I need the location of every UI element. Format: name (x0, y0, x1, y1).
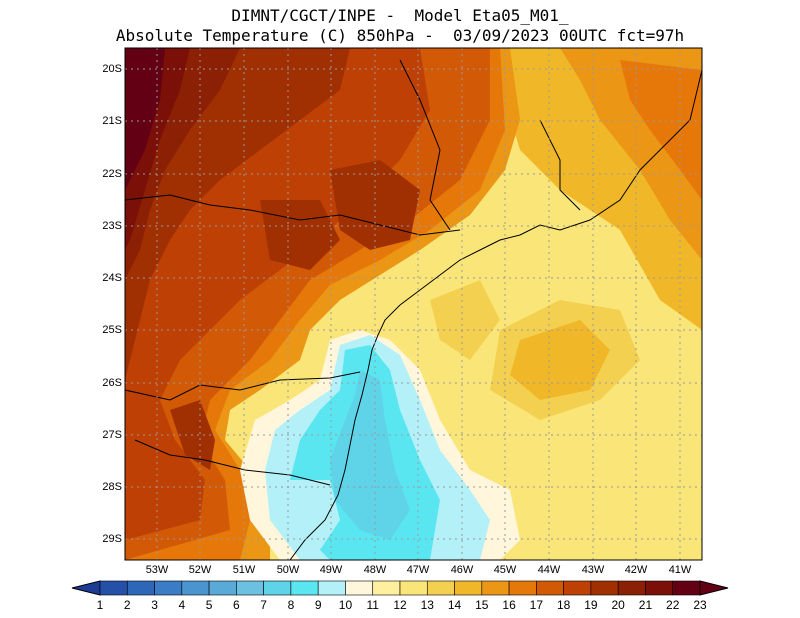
colorbar-tick-label: 7 (260, 598, 267, 612)
colorbar-tick-label: 16 (502, 598, 516, 612)
lon-label: 48W (363, 564, 387, 576)
colorbar-swatch (590, 580, 619, 596)
colorbar-tick-label: 23 (693, 598, 707, 612)
colorbar-swatch (481, 580, 510, 596)
colorbar-tick-label: 3 (151, 598, 158, 612)
map-title-line-2: Absolute Temperature (C) 850hPa - 03/09/… (115, 26, 685, 45)
lon-label: 45W (493, 564, 517, 576)
lon-label: 50W (276, 564, 300, 576)
colorbar-swatch (317, 580, 346, 596)
colorbar-swatch (672, 580, 701, 596)
temperature-field (125, 48, 702, 560)
colorbar-swatch (372, 580, 401, 596)
colorbar-swatch (99, 580, 128, 596)
colorbar-tick-label: 21 (638, 598, 653, 612)
lat-label: 22S (102, 168, 122, 180)
lat-label: 23S (102, 220, 122, 232)
lat-label: 27S (102, 429, 122, 441)
colorbar-tick-label: 5 (205, 598, 213, 612)
colorbar-swatch (399, 580, 428, 596)
lat-label: 24S (102, 272, 122, 284)
colorbar-tick-label: 4 (178, 598, 186, 612)
lat-label: 20S (102, 63, 122, 75)
lon-label: 44W (537, 564, 561, 576)
colorbar-tick-label: 13 (420, 598, 434, 612)
colorbar-tick-label: 17 (529, 598, 544, 612)
colorbar-tick-label: 12 (393, 598, 407, 612)
colorbar-tick-label: 19 (584, 598, 598, 612)
lat-label: 29S (102, 533, 122, 545)
colorbar-swatch (563, 580, 592, 596)
lat-label: 26S (102, 377, 122, 389)
lon-label: 51W (232, 564, 256, 576)
colorbar-tick-label: 2 (123, 598, 131, 612)
colorbar-tick-label: 22 (666, 598, 680, 612)
colorbar-swatch (181, 580, 210, 596)
colorbar-tick-label: 11 (366, 598, 379, 612)
coastline-borders (125, 59, 702, 560)
colorbar-tick-label: 10 (338, 598, 353, 612)
lat-label: 25S (102, 324, 122, 336)
colorbar-swatch (617, 580, 646, 596)
lon-label: 41W (668, 564, 692, 576)
colorbar-swatch (345, 580, 374, 596)
lon-label: 46W (450, 564, 474, 576)
colorbar-swatch (290, 580, 319, 596)
colorbar (71, 580, 729, 596)
colorbar-swatch (263, 580, 292, 596)
colorbar-swatch (426, 580, 455, 596)
colorbar-swatch (454, 580, 483, 596)
lon-label: 42W (624, 564, 648, 576)
colorbar-swatch (208, 580, 237, 596)
map-frame (124, 47, 703, 561)
colorbar-tick-label: 1 (96, 598, 104, 612)
graticule (125, 48, 702, 560)
colorbar-swatch (645, 580, 674, 596)
lon-label: 53W (145, 564, 169, 576)
colorbar-arrow-left (71, 580, 101, 596)
lon-label: 43W (581, 564, 605, 576)
lat-label: 28S (102, 481, 122, 493)
colorbar-swatch (536, 580, 564, 596)
lon-label: 52W (188, 564, 212, 576)
lon-label: 49W (319, 564, 343, 576)
lat-label: 21S (102, 115, 122, 127)
map-title-line-1: DIMNT/CGCT/INPE - Model Eta05_M01_ (231, 6, 569, 25)
colorbar-tick-label: 8 (287, 598, 295, 612)
colorbar-swatch (126, 580, 155, 596)
colorbar-tick-label: 15 (475, 598, 489, 612)
colorbar-tick-label: 6 (233, 598, 240, 612)
colorbar-arrow-right (699, 580, 729, 596)
colorbar-tick-label: 14 (447, 598, 462, 612)
colorbar-tick-label: 9 (314, 598, 322, 612)
colorbar-swatch (508, 580, 537, 596)
colorbar-swatch (154, 580, 183, 596)
colorbar-tick-label: 18 (556, 598, 571, 612)
colorbar-tick-label: 20 (611, 598, 625, 612)
lon-label: 47W (406, 564, 430, 576)
colorbar-swatch (236, 580, 264, 596)
